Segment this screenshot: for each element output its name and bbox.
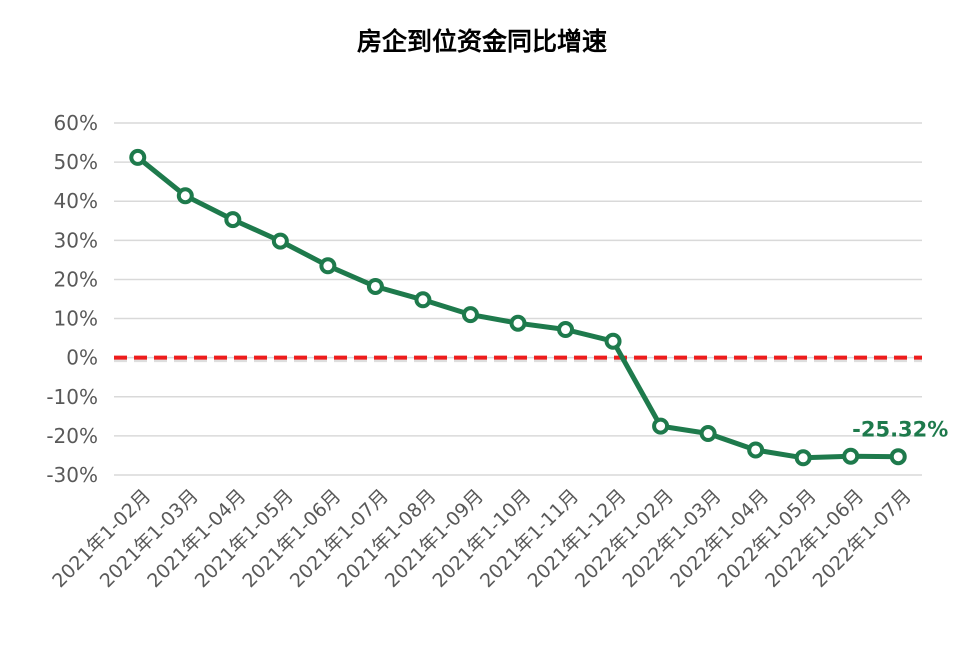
y-tick-label: 60% [54,111,98,135]
data-point [889,448,907,466]
data-label: -25.32% [852,418,948,442]
chart-title: 房企到位资金同比增速 [356,27,607,56]
data-point [604,332,622,350]
y-tick-label: -20% [46,424,98,448]
y-tick-label: 0% [66,346,98,370]
data-point [509,314,527,332]
data-point [842,447,860,465]
y-tick-label: 20% [54,267,98,291]
y-tick-label: -10% [46,385,98,409]
data-point [366,277,384,295]
data-point [129,148,147,166]
data-point [271,232,289,250]
y-tick-label: 50% [54,150,98,174]
y-tick-label: 10% [54,307,98,331]
data-point [794,449,812,467]
data-point [557,321,575,339]
data-point [461,306,479,324]
y-tick-label: 30% [54,228,98,252]
data-point [414,291,432,309]
y-tick-label: -30% [46,463,98,487]
series-line [135,154,901,461]
data-point [224,211,242,229]
y-tick-label: 40% [54,189,98,213]
data-point [652,417,670,435]
data-point [747,441,765,459]
data-point [319,257,337,275]
data-point [699,425,717,443]
data-point [176,187,194,205]
